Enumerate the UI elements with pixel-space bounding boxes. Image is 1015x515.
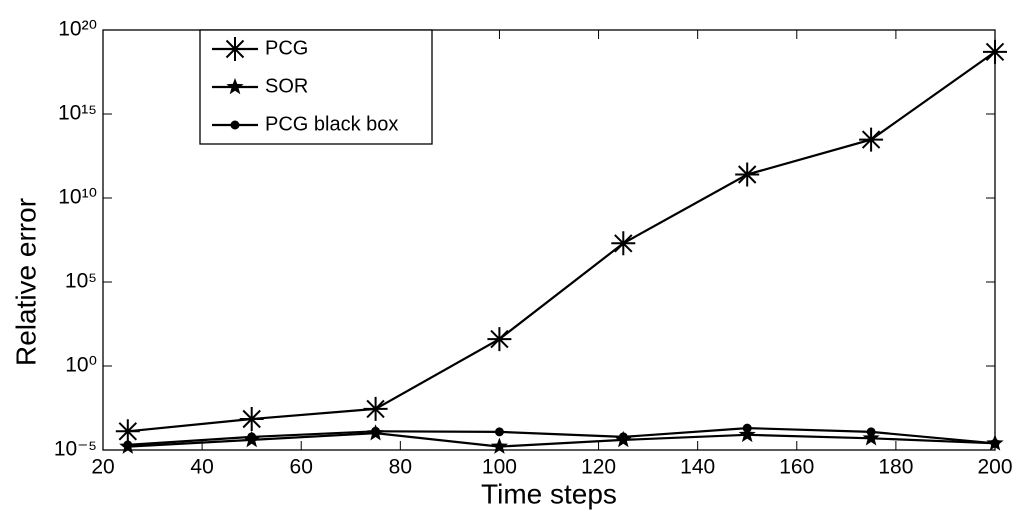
x-tick-label: 40 — [190, 456, 213, 479]
marker — [123, 440, 133, 450]
y-axis-label: Relative error — [10, 198, 41, 366]
legend-marker — [230, 120, 240, 130]
marker — [494, 427, 504, 437]
marker — [490, 437, 508, 454]
marker — [487, 327, 512, 352]
legend-marker — [223, 37, 247, 61]
plot-frame — [102, 29, 996, 451]
y-tick-label: 10⁰ — [65, 354, 97, 377]
legend-label: SOR — [265, 75, 308, 97]
marker — [742, 423, 752, 433]
legend-label: PCG — [265, 37, 308, 59]
marker — [115, 419, 140, 444]
x-tick-label: 200 — [977, 456, 1012, 479]
x-tick-label: 20 — [91, 456, 114, 479]
marker — [371, 426, 381, 436]
series-line — [127, 51, 996, 433]
marker — [983, 39, 1007, 64]
y-tick-label: 10¹⁰ — [58, 186, 97, 209]
y-tick-label: 10⁵ — [65, 270, 97, 293]
marker — [247, 432, 257, 442]
series-line — [127, 432, 996, 448]
y-tick-label: 10⁻⁵ — [54, 438, 97, 461]
x-tick-label: 80 — [389, 456, 412, 479]
marker — [866, 427, 876, 437]
marker — [239, 407, 264, 431]
y-tick-label: 10¹⁵ — [58, 102, 97, 125]
x-tick-label: 60 — [290, 456, 313, 479]
marker — [735, 162, 760, 187]
marker — [363, 396, 388, 421]
x-tick-label: 120 — [581, 456, 616, 479]
marker — [862, 429, 880, 446]
x-tick-label: 100 — [482, 456, 517, 479]
marker — [618, 432, 628, 442]
x-tick-label: 160 — [779, 456, 814, 479]
x-axis-label: Time steps — [481, 478, 617, 509]
series-line — [127, 426, 996, 446]
marker — [859, 127, 884, 152]
marker — [990, 438, 1000, 448]
legend-label: PCG black box — [265, 113, 398, 135]
x-tick-label: 180 — [878, 456, 913, 479]
legend-marker — [226, 78, 244, 95]
y-tick-label: 10²⁰ — [58, 18, 97, 41]
x-tick-label: 140 — [680, 456, 715, 479]
marker — [611, 231, 636, 256]
marker — [738, 425, 756, 443]
